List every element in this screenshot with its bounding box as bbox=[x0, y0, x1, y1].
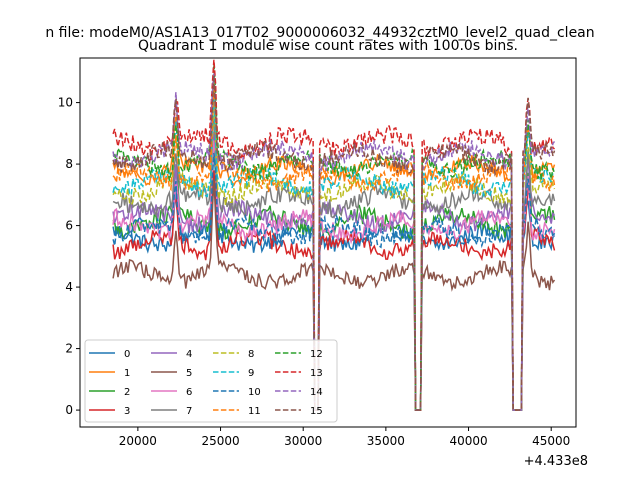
series-line-10 bbox=[112, 152, 556, 411]
legend-label: 1 bbox=[124, 368, 130, 379]
legend-label: 8 bbox=[248, 349, 254, 360]
legend-label: 3 bbox=[124, 406, 130, 417]
y-axis: 0 2 4 6 8 10 bbox=[58, 96, 80, 417]
legend-label: 10 bbox=[248, 387, 261, 398]
y-tick-label: 8 bbox=[65, 157, 73, 171]
legend-label: 13 bbox=[310, 368, 323, 379]
x-tick-label: 45000 bbox=[532, 434, 570, 448]
y-tick-label: 0 bbox=[65, 403, 73, 417]
series-line-11 bbox=[112, 84, 556, 411]
series-line-5 bbox=[112, 178, 556, 411]
legend-label: 0 bbox=[124, 349, 130, 360]
x-tick-label: 25000 bbox=[201, 434, 239, 448]
y-tick-label: 4 bbox=[65, 280, 73, 294]
x-tick-label: 30000 bbox=[284, 434, 322, 448]
legend-label: 2 bbox=[124, 387, 130, 398]
x-offset-label: +4.433e8 bbox=[524, 454, 588, 469]
legend-label: 4 bbox=[186, 349, 192, 360]
y-tick-label: 2 bbox=[65, 342, 73, 356]
legend-box bbox=[84, 339, 338, 423]
x-tick-label: 20000 bbox=[119, 434, 157, 448]
series-layer bbox=[112, 59, 556, 411]
y-tick-label: 6 bbox=[65, 219, 73, 233]
legend-label: 6 bbox=[186, 387, 192, 398]
legend-label: 5 bbox=[186, 368, 192, 379]
series-line-3 bbox=[112, 170, 556, 411]
series-line-8 bbox=[112, 105, 556, 411]
legend-label: 14 bbox=[310, 387, 323, 398]
plot-frame bbox=[79, 57, 577, 428]
legend-label: 11 bbox=[248, 406, 261, 417]
chart-title: Quadrant 1 module wise count rates with … bbox=[138, 38, 518, 54]
series-line-15 bbox=[112, 75, 556, 411]
legend-label: 12 bbox=[310, 349, 323, 360]
legend-label: 15 bbox=[310, 406, 323, 417]
legend-label: 9 bbox=[248, 368, 254, 379]
x-tick-label: 40000 bbox=[449, 434, 487, 448]
series-line-14 bbox=[112, 73, 556, 411]
series-line-9 bbox=[112, 96, 555, 411]
legend-label: 7 bbox=[186, 406, 192, 417]
figure-suptitle: n file: modeM0/AS1A13_017T02_9000006032_… bbox=[45, 25, 594, 41]
series-line-7 bbox=[112, 115, 556, 411]
x-tick-label: 35000 bbox=[367, 434, 405, 448]
y-tick-label: 10 bbox=[58, 96, 73, 110]
x-axis: 20000 25000 30000 35000 40000 45000 bbox=[119, 427, 570, 448]
